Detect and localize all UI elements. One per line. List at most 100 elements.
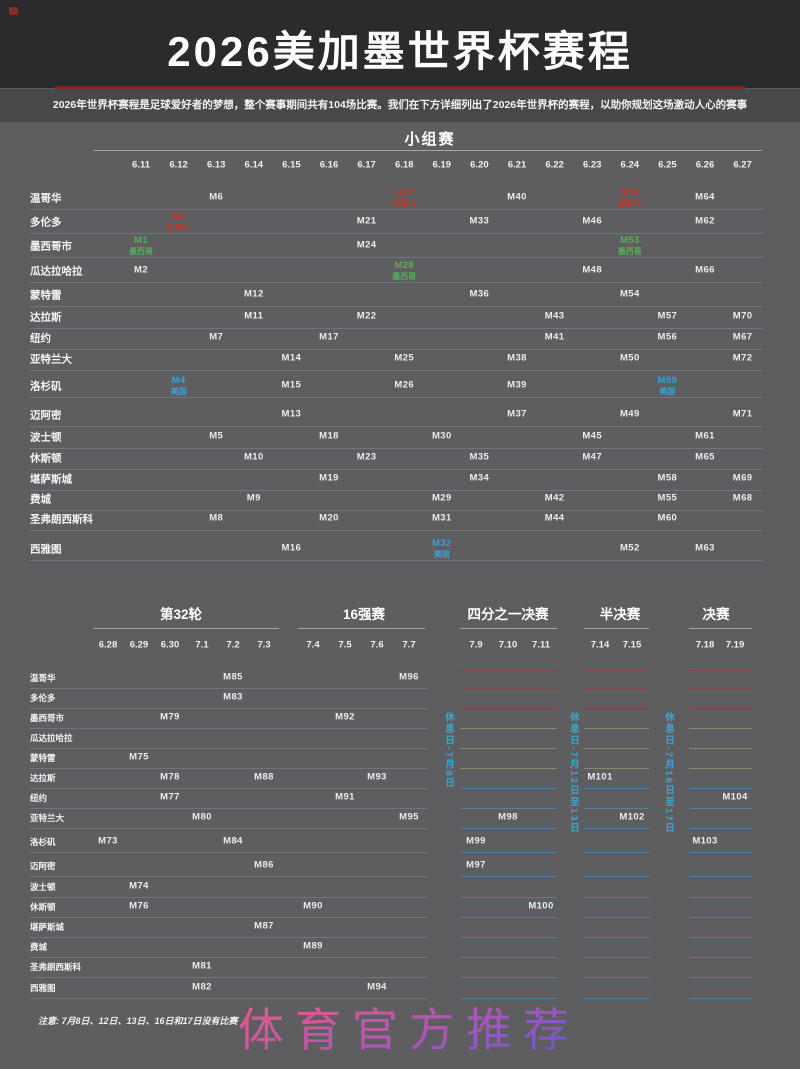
date-label: 6.15	[282, 159, 301, 171]
city-label: 墨西哥市	[30, 713, 65, 723]
host-country-label: 加拿大	[617, 198, 642, 208]
date-label: 6.28	[98, 639, 118, 651]
bracket-slot-line	[460, 897, 557, 898]
match-chip: M16	[281, 542, 302, 554]
date-label: 6.22	[545, 159, 564, 171]
date-label: 6.24	[620, 159, 640, 171]
page-subtitle: 2026年世界杯赛程是足球爱好者的梦想，整个赛事期间共有104场比赛。我们在下方…	[52, 99, 748, 111]
match-chip: M30	[431, 430, 452, 442]
match-chip: M20	[319, 512, 339, 524]
match-chip: M75	[129, 751, 149, 763]
match-chip: M21	[356, 215, 377, 227]
header-band	[0, 0, 800, 88]
bracket-slot-line	[584, 708, 649, 709]
bracket-slot-line	[689, 917, 752, 918]
bracket-slot-line	[460, 977, 557, 978]
match-number: M32	[431, 537, 452, 549]
city-label: 纽约	[30, 332, 51, 345]
bracket-slot-line	[460, 998, 557, 999]
row-separator	[30, 876, 428, 877]
match-chip: M26	[394, 379, 415, 391]
match-chip: M18	[319, 430, 339, 442]
row-separator	[30, 282, 763, 283]
host-match-chip: M28 墨西哥	[392, 259, 416, 281]
match-chip: M83	[223, 691, 243, 703]
row-separator	[30, 490, 763, 491]
match-chip: M46	[582, 215, 603, 227]
city-label: 堪萨斯城	[30, 922, 65, 932]
match-chip: M80	[192, 811, 212, 823]
city-label: 多伦多	[30, 216, 62, 229]
host-match-chip: M3 加拿大	[167, 210, 191, 232]
match-chip: M71	[732, 408, 753, 420]
match-number: M3	[171, 210, 186, 222]
bracket-slot-line	[584, 670, 649, 671]
date-label: 7.1	[195, 639, 209, 651]
date-label: 7.18	[695, 639, 715, 651]
row-separator	[30, 937, 428, 938]
round-title-underline	[584, 628, 649, 629]
city-label: 洛杉矶	[30, 380, 62, 393]
city-label: 休斯顿	[30, 902, 56, 912]
match-chip: M57	[657, 310, 678, 322]
match-chip: M19	[319, 472, 339, 484]
row-separator	[30, 349, 763, 350]
match-number: M27	[394, 186, 415, 198]
date-label: 7.15	[622, 639, 642, 651]
row-separator	[30, 306, 763, 307]
bracket-slot-line	[460, 917, 557, 918]
date-label: 6.17	[357, 159, 376, 171]
date-label: 7.7	[402, 639, 416, 651]
date-label: 7.19	[725, 639, 745, 651]
match-chip: M74	[129, 880, 149, 892]
match-chip: M10	[243, 451, 264, 463]
city-label: 洛杉矶	[30, 837, 56, 847]
date-label: 6.13	[206, 159, 226, 171]
match-chip: M29	[431, 492, 452, 504]
row-separator	[30, 998, 428, 999]
match-chip: M72	[732, 352, 753, 364]
round-title: 16强赛	[342, 607, 386, 622]
bracket-slot-line	[460, 768, 557, 769]
subtitle-band	[0, 89, 800, 122]
match-number: M51	[619, 186, 640, 198]
host-match-chip: M1 墨西哥	[129, 234, 153, 256]
match-chip: M95	[399, 811, 419, 823]
match-number: M1	[134, 234, 148, 246]
row-separator	[30, 708, 428, 709]
match-chip: M2	[134, 264, 148, 276]
row-separator	[30, 808, 428, 809]
match-chip: M64	[695, 191, 715, 203]
city-label: 多伦多	[30, 693, 56, 703]
date-label: 7.2	[226, 639, 240, 651]
match-chip: M91	[335, 791, 355, 803]
bracket-slot-line	[460, 688, 557, 689]
date-label: 7.9	[469, 639, 483, 651]
host-match-chip: M32 美国	[431, 537, 452, 559]
row-separator	[30, 828, 428, 829]
match-chip: M40	[507, 191, 527, 203]
host-country-label: 美国	[659, 386, 676, 396]
bracket-slot-line	[689, 808, 752, 809]
bracket-slot-line	[584, 748, 649, 749]
row-separator	[30, 917, 428, 918]
date-label: 6.19	[432, 159, 452, 171]
match-chip: M88	[254, 771, 274, 783]
row-separator	[30, 688, 428, 689]
row-separator	[30, 328, 763, 329]
match-chip: M31	[431, 512, 452, 524]
date-label: 6.30	[160, 639, 180, 651]
match-chip: M35	[469, 451, 490, 463]
match-chip: M93	[367, 771, 387, 783]
city-label: 墨西哥市	[30, 240, 72, 253]
bracket-slot-line	[689, 768, 752, 769]
match-chip: M60	[657, 512, 678, 524]
date-label: 6.29	[129, 639, 149, 651]
match-number: M28	[394, 259, 415, 271]
city-label: 蒙特雷	[30, 753, 56, 763]
bracket-slot-line	[689, 937, 752, 938]
match-chip: M24	[356, 239, 377, 251]
bracket-slot-line	[689, 852, 752, 853]
match-chip: M63	[695, 542, 715, 554]
match-chip: M103	[692, 835, 718, 847]
